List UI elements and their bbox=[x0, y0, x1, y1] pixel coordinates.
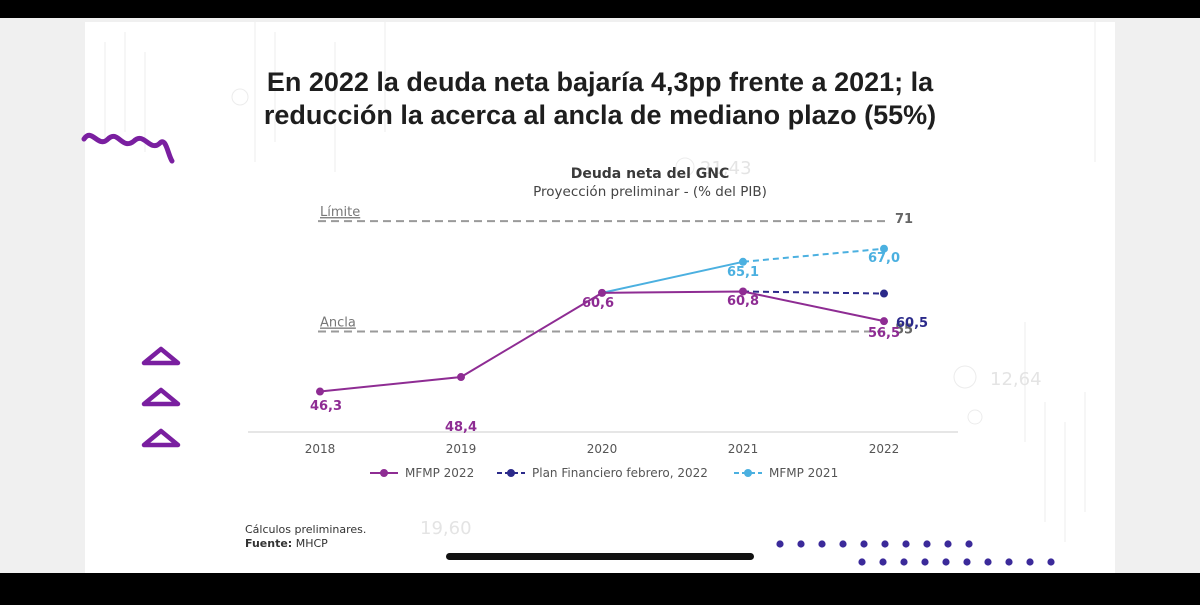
decoration-dot bbox=[1047, 558, 1055, 566]
footnotes: Cálculos preliminares. Fuente: MHCP bbox=[245, 523, 366, 551]
source-line: Fuente: MHCP bbox=[245, 537, 366, 551]
squiggle-decoration-icon bbox=[81, 132, 175, 164]
decoration-dot bbox=[902, 540, 910, 548]
data-point-mfmp2022 bbox=[457, 373, 465, 382]
decoration-dot bbox=[965, 540, 973, 548]
slide: 21,43 12,64 19,60 bbox=[85, 22, 1115, 573]
decoration-dot bbox=[942, 558, 950, 566]
data-label-mfmp2021: 65,1 bbox=[727, 265, 759, 280]
decoration-dot bbox=[860, 540, 868, 548]
legend-marker bbox=[507, 469, 515, 477]
svg-text:21,43: 21,43 bbox=[700, 158, 752, 179]
x-tick-label: 2019 bbox=[446, 442, 477, 456]
decoration-dot bbox=[923, 540, 931, 548]
title-line-1: En 2022 la deuda neta bajaría 4,3pp fren… bbox=[266, 67, 934, 97]
data-label-mfmp2021: 67,0 bbox=[868, 251, 900, 266]
home-indicator[interactable] bbox=[446, 553, 754, 560]
data-point-mfmp2022 bbox=[598, 288, 606, 297]
decoration-dot bbox=[1026, 558, 1034, 566]
data-point-mfmp2022 bbox=[880, 317, 888, 326]
decoration-dot bbox=[776, 540, 784, 548]
data-label-mfmp2022: 60,8 bbox=[727, 294, 759, 309]
legend-item-mfmp2022: MFMP 2022 bbox=[370, 466, 474, 480]
reference-line-value: 71 bbox=[895, 212, 913, 227]
series-line-mfmp2021-projection bbox=[742, 247, 885, 263]
legend-label: MFMP 2022 bbox=[405, 466, 474, 480]
top-black-bar bbox=[0, 0, 1200, 18]
data-label-mfmp2022: 48,4 bbox=[445, 420, 477, 435]
data-label-mfmp2022: 56,5 bbox=[868, 326, 900, 341]
x-tick-label: 2020 bbox=[587, 442, 618, 456]
data-label-mfmp2022: 60,6 bbox=[582, 296, 614, 311]
legend-item-plan: Plan Financiero febrero, 2022 bbox=[497, 466, 708, 480]
decoration-dot bbox=[881, 540, 889, 548]
svg-text:19,60: 19,60 bbox=[420, 518, 472, 539]
triangle-icon bbox=[141, 387, 181, 407]
data-point-plan bbox=[880, 289, 888, 298]
chart-subtitle: Proyección preliminar - (% del PIB) bbox=[533, 184, 767, 200]
series-line-mfmp2021 bbox=[601, 260, 744, 294]
triangle-icon bbox=[141, 428, 181, 448]
data-point-mfmp2021 bbox=[880, 244, 888, 253]
legend-label: Plan Financiero febrero, 2022 bbox=[532, 466, 708, 480]
decoration-dot bbox=[921, 558, 929, 566]
decoration-dot bbox=[984, 558, 992, 566]
data-label-mfmp2022: 46,3 bbox=[310, 399, 342, 414]
decoration-dot bbox=[879, 558, 887, 566]
decoration-dot bbox=[797, 540, 805, 548]
data-label-plan: 60,5 bbox=[896, 316, 928, 331]
legend-marker bbox=[380, 469, 388, 477]
reference-line-label: Ancla bbox=[320, 316, 356, 331]
decoration-dot bbox=[963, 558, 971, 566]
source-label: Fuente: bbox=[245, 537, 293, 550]
decoration-dot bbox=[818, 540, 826, 548]
decoration-dot bbox=[839, 540, 847, 548]
legend-label: MFMP 2021 bbox=[769, 466, 838, 480]
title-line-2: reducción la acerca al ancla de mediano … bbox=[263, 100, 937, 130]
dots-decoration bbox=[776, 540, 1055, 566]
slide-title: En 2022 la deuda neta bajaría 4,3pp fren… bbox=[85, 66, 1115, 132]
decoration-dot bbox=[1005, 558, 1013, 566]
legend-item-mfmp2021: MFMP 2021 bbox=[734, 466, 838, 480]
x-tick-label: 2022 bbox=[869, 442, 900, 456]
reference-line-label: Límite bbox=[320, 205, 360, 220]
x-tick-label: 2018 bbox=[305, 442, 336, 456]
svg-text:12,64: 12,64 bbox=[990, 369, 1042, 390]
decoration-dot bbox=[858, 558, 866, 566]
triangle-decoration-icons bbox=[141, 346, 181, 448]
x-tick-label: 2021 bbox=[728, 442, 759, 456]
note-preliminary: Cálculos preliminares. bbox=[245, 523, 367, 536]
background-watermark: 21,43 12,64 19,60 bbox=[104, 22, 1096, 542]
data-point-mfmp2022 bbox=[739, 287, 747, 296]
reference-line-value: 55 bbox=[895, 323, 913, 338]
data-point-mfmp2021 bbox=[739, 257, 747, 266]
data-point-mfmp2022 bbox=[316, 387, 324, 396]
triangle-icon bbox=[141, 346, 181, 366]
source-value: MHCP bbox=[292, 537, 328, 550]
legend-marker bbox=[744, 469, 752, 477]
series-line-plan bbox=[742, 290, 885, 295]
decoration-dot bbox=[900, 558, 908, 566]
bottom-black-bar bbox=[0, 573, 1200, 605]
chart-title: Deuda neta del GNC bbox=[570, 166, 730, 182]
decoration-dot bbox=[944, 540, 952, 548]
